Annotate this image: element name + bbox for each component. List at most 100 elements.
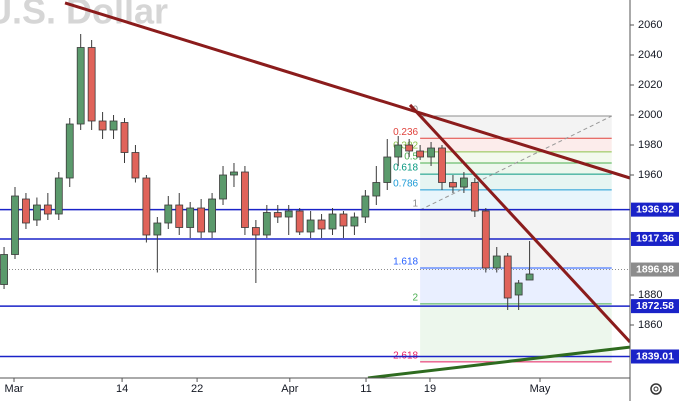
price-tag-label: 1936.92 — [636, 203, 674, 215]
y-tick-label: 2060 — [638, 19, 662, 31]
candle — [416, 145, 425, 161]
candle-body — [449, 182, 457, 188]
fib-band — [420, 163, 612, 175]
candle-body — [525, 273, 534, 281]
settings-icon[interactable] — [650, 383, 662, 395]
x-tick-label: May — [530, 383, 551, 395]
candle — [208, 193, 216, 239]
candle — [65, 118, 74, 188]
candle — [470, 178, 479, 218]
candle — [186, 202, 195, 239]
trendline — [367, 345, 630, 378]
candle-body — [262, 212, 271, 236]
fib-band — [420, 151, 612, 164]
price-tag — [631, 299, 679, 314]
x-tick-label: 11 — [360, 383, 371, 395]
candle — [514, 280, 523, 311]
x-tick-label: Apr — [281, 383, 298, 395]
fib-label: 1.618 — [393, 257, 418, 268]
candle — [383, 139, 392, 191]
candle-body — [230, 171, 238, 176]
candle — [11, 187, 19, 260]
x-tick-label: 14 — [116, 383, 128, 395]
candle-body — [284, 210, 293, 218]
x-tick-label: 22 — [191, 383, 203, 395]
fib-label: 0.786 — [393, 178, 418, 189]
candle-body — [131, 152, 140, 179]
candle — [87, 40, 96, 131]
price-tag — [631, 202, 679, 217]
price-tag-label: 1896.98 — [636, 263, 674, 275]
candle — [131, 145, 140, 183]
fib-band — [420, 174, 612, 190]
candle-body — [219, 174, 227, 200]
candle — [503, 253, 512, 311]
candle-body — [306, 219, 315, 233]
y-tick-label: 2000 — [638, 109, 662, 121]
candle — [295, 208, 304, 236]
candle-body — [438, 147, 446, 183]
candle — [32, 197, 41, 227]
candle-body — [175, 204, 184, 228]
candle-body — [120, 122, 129, 153]
y-tick-label: 1980 — [638, 139, 662, 151]
candle — [306, 211, 315, 239]
candle-body — [295, 210, 304, 233]
fib-label: 0.618 — [393, 163, 418, 174]
candle — [219, 166, 227, 206]
candle — [273, 205, 282, 224]
candle-body — [208, 198, 216, 233]
candle — [438, 145, 446, 191]
candle-body — [241, 171, 249, 228]
candle-body — [416, 150, 425, 158]
candle-body — [514, 282, 523, 296]
trendline — [64, 1, 630, 180]
candle-body — [481, 210, 490, 269]
candle — [164, 196, 173, 230]
candle-body — [251, 227, 260, 236]
candle-body — [98, 120, 107, 131]
candle-body — [317, 219, 326, 230]
candle — [460, 172, 468, 194]
fib-band — [420, 116, 612, 139]
candle-body — [197, 207, 206, 233]
candle-body — [186, 207, 195, 228]
x-tick-label: Mar — [5, 383, 24, 395]
candle — [76, 34, 85, 131]
candle-body — [470, 182, 479, 212]
candle — [317, 214, 326, 239]
candle-body — [32, 204, 41, 221]
candle — [109, 115, 118, 140]
candle — [284, 205, 293, 236]
y-tick-label: 1960 — [638, 169, 662, 181]
candle-body — [142, 177, 151, 236]
candle-body — [54, 177, 63, 215]
candle — [0, 247, 8, 290]
candle-body — [492, 255, 501, 269]
price-tag-label: 1839.01 — [636, 350, 674, 362]
candle — [372, 166, 381, 206]
candle — [54, 172, 63, 221]
price-tag-label: 1872.58 — [636, 300, 674, 312]
candle-body — [164, 204, 173, 224]
candle — [339, 211, 348, 239]
candle — [262, 205, 271, 239]
candle-body — [394, 144, 403, 158]
y-tick-label: 1860 — [638, 319, 662, 331]
price-tag — [631, 349, 679, 364]
candle — [361, 190, 370, 224]
x-tick-label: 19 — [424, 383, 436, 395]
price-tag — [631, 231, 679, 246]
candle — [328, 208, 337, 236]
candle — [241, 166, 249, 236]
candle-body — [427, 147, 435, 158]
candle — [251, 220, 260, 284]
candle-body — [273, 212, 282, 218]
fib-label: 0.5 — [404, 152, 418, 163]
fib-label: 2 — [413, 292, 419, 303]
y-tick-label: 1880 — [638, 289, 662, 301]
candle — [525, 241, 534, 281]
